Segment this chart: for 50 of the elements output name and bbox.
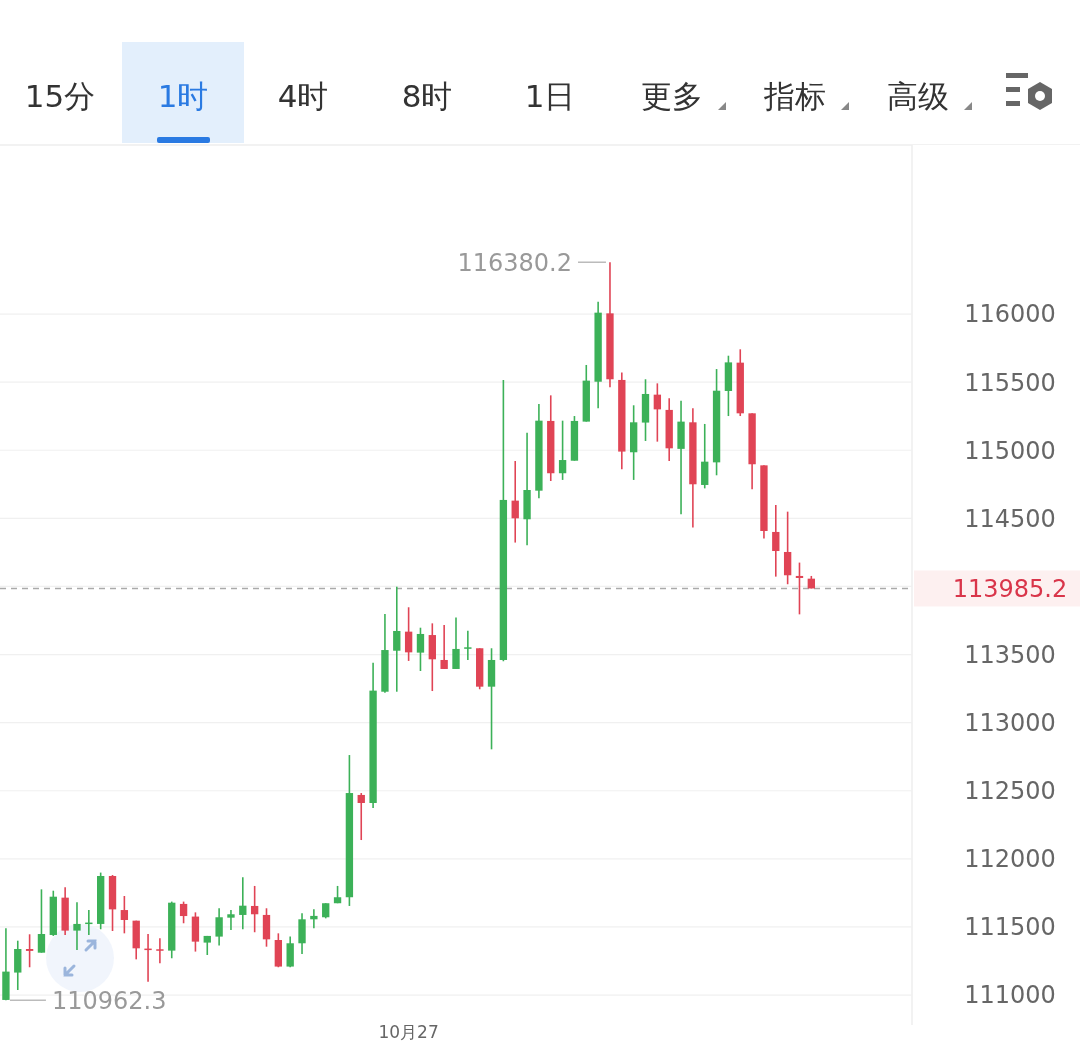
candlestick <box>25 933 34 969</box>
candlestick <box>239 876 247 931</box>
candlestick <box>14 939 22 991</box>
candlestick <box>783 510 792 586</box>
text: 指标 <box>763 78 826 114</box>
annotation: 116380.2 <box>457 248 572 277</box>
candlestick <box>464 629 472 661</box>
candlestick <box>227 909 235 931</box>
candlestick <box>357 792 365 841</box>
y-tick-label: 113000 <box>964 709 1056 738</box>
text: 4时 <box>277 78 329 114</box>
candlestick <box>452 616 460 670</box>
y-tick-label: 112500 <box>964 777 1056 806</box>
candlestick <box>795 561 804 616</box>
ref-line-label: 113985.2 <box>952 574 1068 603</box>
y-tick-label: 114500 <box>964 504 1056 533</box>
annotation: 110962.3 <box>51 986 167 1015</box>
candlestick <box>701 423 709 490</box>
text: 1日 <box>524 78 576 114</box>
text: 1时 <box>157 78 209 114</box>
candlestick <box>73 901 81 951</box>
y-tick-label: 112000 <box>964 845 1056 874</box>
x-tick-label: 10月27 <box>378 1021 439 1042</box>
candlestick <box>393 585 401 693</box>
candlestick <box>120 895 129 935</box>
candlestick <box>558 419 567 481</box>
text: 15分 <box>24 78 96 114</box>
candlestick <box>215 907 223 947</box>
candlestick <box>440 624 448 670</box>
y-tick-label: 115000 <box>964 436 1056 465</box>
candlestick <box>250 885 259 934</box>
candlestick <box>37 888 46 954</box>
y-tick-label: 115500 <box>964 368 1056 397</box>
candlestick <box>156 937 164 965</box>
candlestick <box>404 606 413 662</box>
text: 更多 <box>641 78 703 114</box>
y-tick-label: 113500 <box>964 640 1056 669</box>
y-tick-label: 116000 <box>964 300 1056 329</box>
text: 高级 <box>887 78 949 114</box>
candlestick <box>416 626 425 672</box>
candlestick <box>310 908 318 930</box>
y-tick-label: 111000 <box>964 981 1056 1010</box>
text: 8时 <box>401 78 453 114</box>
candlestick <box>298 912 306 955</box>
candlestick <box>772 504 780 578</box>
candlestick <box>179 900 188 925</box>
candlestick <box>511 460 519 544</box>
candlestick <box>653 382 662 443</box>
candlestick <box>286 935 294 969</box>
y-tick-label: 111500 <box>964 913 1056 942</box>
